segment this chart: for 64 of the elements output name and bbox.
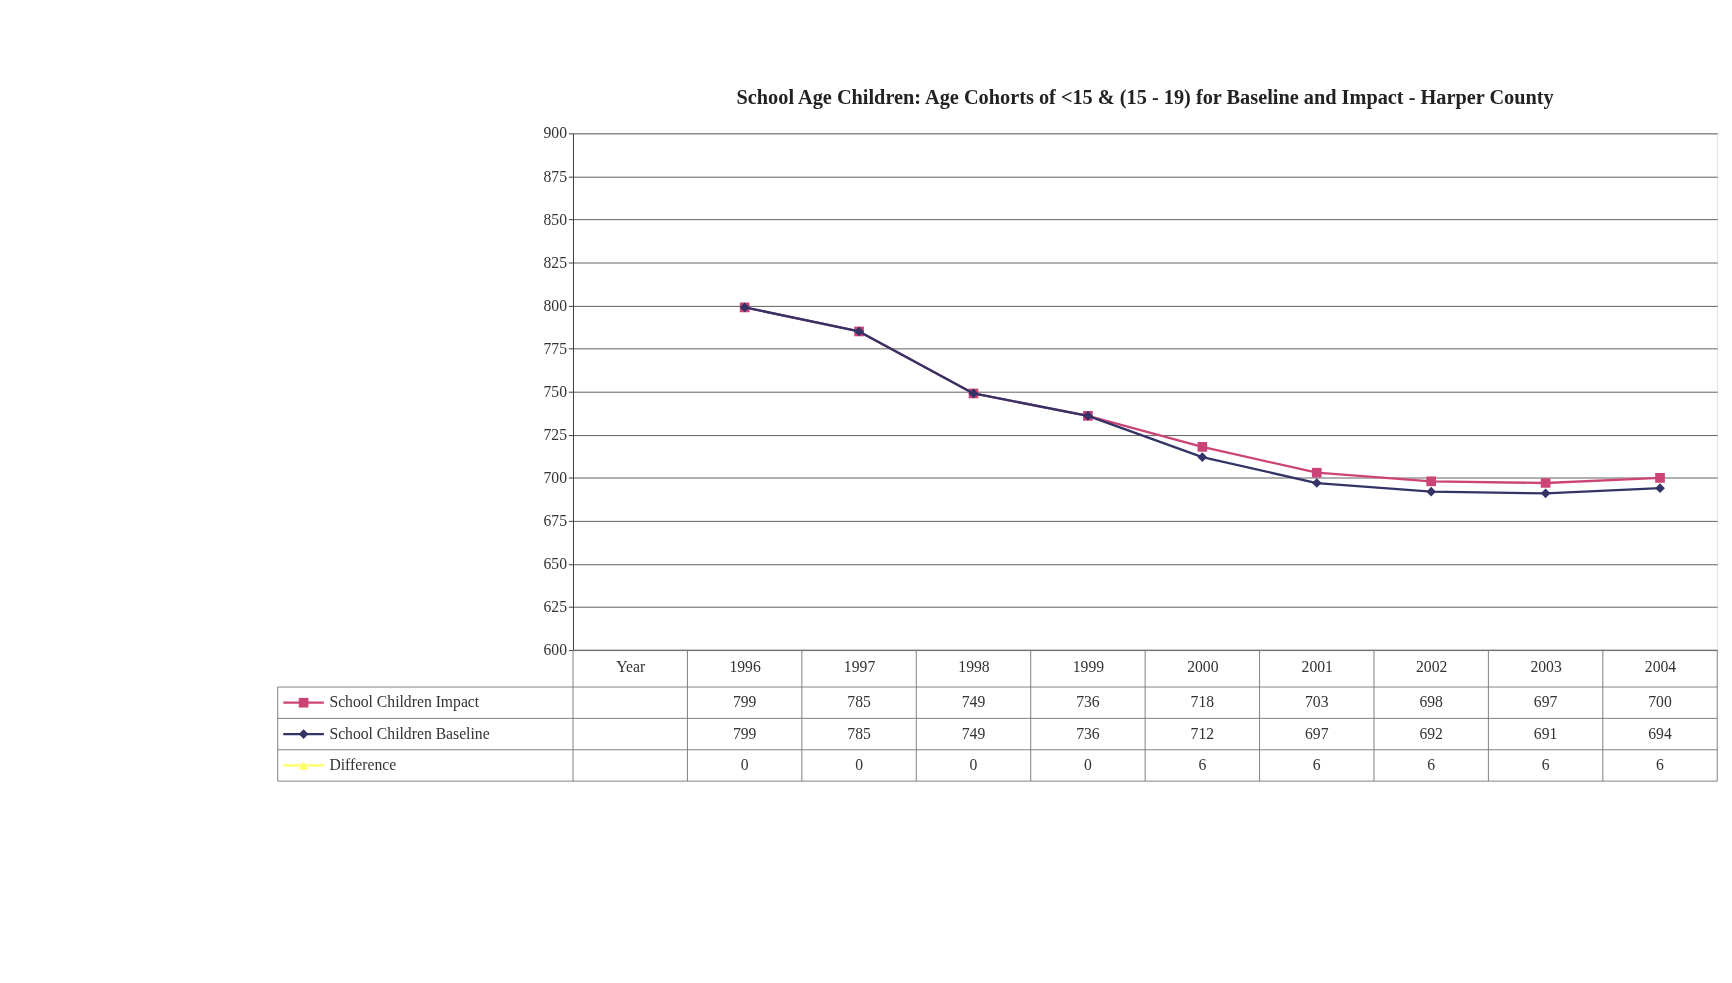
text: 0 [855,756,863,774]
y-tick-label: 675 [543,512,568,529]
data-label: 697 [1305,724,1329,742]
legend-label: School Children Baseline [329,724,490,742]
data-label: 718 [1190,693,1215,711]
data-label: 697 [1533,693,1558,711]
y-tick-label: 750 [543,382,568,400]
x-tick-label: 2001 [1301,657,1333,675]
x-tick-label: 1996 [729,657,761,675]
text: 0 [740,756,749,774]
x-tick-label: 1999 [1072,657,1105,675]
y-tick-label: 775 [543,339,568,357]
x-tick-label: 1997 [843,657,876,675]
data-label: 785 [847,724,871,742]
data-label: 799 [732,724,757,742]
data-label: 691 [1533,724,1558,742]
data-label: 703 [1305,693,1329,711]
point [1655,473,1665,483]
data-label: 700 [1648,693,1672,711]
y-tick-label: 825 [543,253,568,271]
y-tick-label: 625 [543,598,568,616]
point [1197,442,1208,452]
data-label: 736 [1076,724,1100,742]
data-label: 785 [847,693,871,711]
point [1540,488,1551,499]
point [1197,452,1208,463]
data-label: 694 [1648,724,1672,742]
y-tick-label: 700 [543,468,568,486]
legend-label: Difference [329,756,397,774]
y-tick-label: 850 [543,210,568,228]
x-tick-label: 2003 [1530,657,1562,675]
data-label: 749 [961,693,986,711]
point [1426,476,1437,487]
chart-title: School Age Children: Age Cohorts of <15 & (15 - 19) for Baseline and Impact - Harper County [736,85,1554,109]
y-tick-label: 650 [543,555,568,573]
point [1426,486,1437,497]
point [1311,478,1322,488]
text: 6 [1656,756,1664,774]
y-tick-label: 900 [543,124,568,142]
point [1311,467,1322,478]
legend-label: School Children Impact [329,693,480,712]
point [1540,478,1551,488]
data-label: 692 [1419,724,1443,742]
data-label: 712 [1190,724,1215,742]
text: 0 [1084,756,1092,774]
x-tick-label: 2002 [1415,657,1448,675]
x-tick-label: 2000 [1187,657,1219,675]
y-tick-label: 600 [543,641,568,659]
data-label: 698 [1419,693,1444,711]
point [1655,483,1665,494]
y-tick-label: 725 [543,425,568,443]
data-label: 736 [1076,693,1100,711]
x-tick-label: 1998 [958,657,990,675]
text: 6 [1312,756,1321,774]
text: 0 [969,756,978,774]
x-tick-label: 2004 [1644,657,1677,675]
text: 6 [1427,756,1436,774]
y-tick-label: 875 [543,167,568,185]
x-tick-label: Year [616,657,646,675]
data-label: 749 [961,724,986,742]
data-label: 799 [732,693,757,711]
text: 6 [1541,756,1550,774]
text: 6 [1198,756,1207,774]
y-tick-label: 800 [543,296,568,314]
